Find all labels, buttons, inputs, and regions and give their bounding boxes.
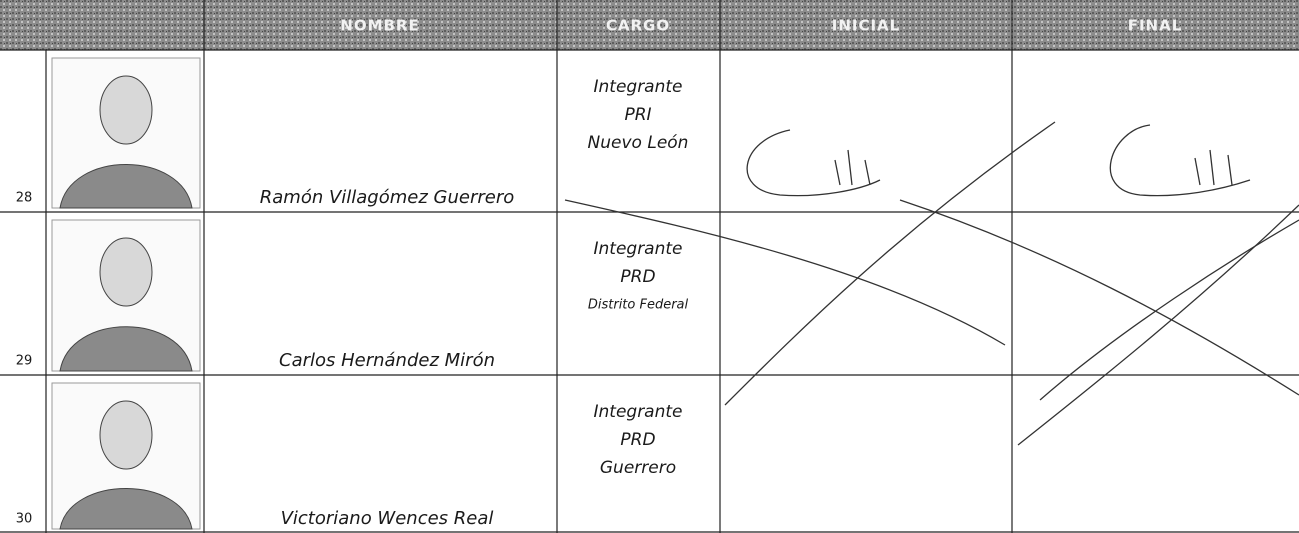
portrait-head: [99, 75, 153, 145]
row-number: 29: [16, 354, 33, 369]
row-number: 28: [16, 191, 33, 206]
portrait-body: [59, 326, 193, 372]
portrait-body: [59, 164, 193, 209]
portrait: [51, 57, 201, 209]
member-name: Carlos Hernández Mirón: [279, 350, 495, 371]
portrait-body: [59, 488, 193, 530]
member-position: Integrante: [593, 402, 682, 422]
signatures: [564, 121, 1299, 446]
header-label: NOMBRE: [340, 17, 419, 35]
header-label: INICIAL: [832, 17, 900, 35]
member-position: Distrito Federal: [588, 298, 689, 313]
member-position: Integrante: [593, 239, 682, 259]
header-label: CARGO: [606, 17, 670, 35]
table-body: NOMBRE CARGO INICIAL FINAL 28 Ramón Villagóme…: [16, 17, 1183, 530]
member-position: Integrante: [593, 77, 682, 97]
member-name: Ramón Villagómez Guerrero: [260, 187, 515, 208]
portrait: [51, 382, 201, 530]
portrait-head: [99, 237, 153, 307]
member-position: PRI: [624, 105, 651, 125]
header-band: [0, 0, 1299, 50]
member-position: PRD: [620, 267, 655, 287]
member-position: PRD: [620, 430, 655, 450]
member-position: Guerrero: [600, 458, 676, 478]
portrait-head: [99, 400, 153, 470]
row-number: 30: [16, 512, 33, 527]
member-position: Nuevo León: [588, 133, 689, 153]
portrait: [51, 219, 201, 372]
header-label: FINAL: [1128, 17, 1183, 35]
member-name: Victoriano Wences Real: [281, 508, 494, 529]
